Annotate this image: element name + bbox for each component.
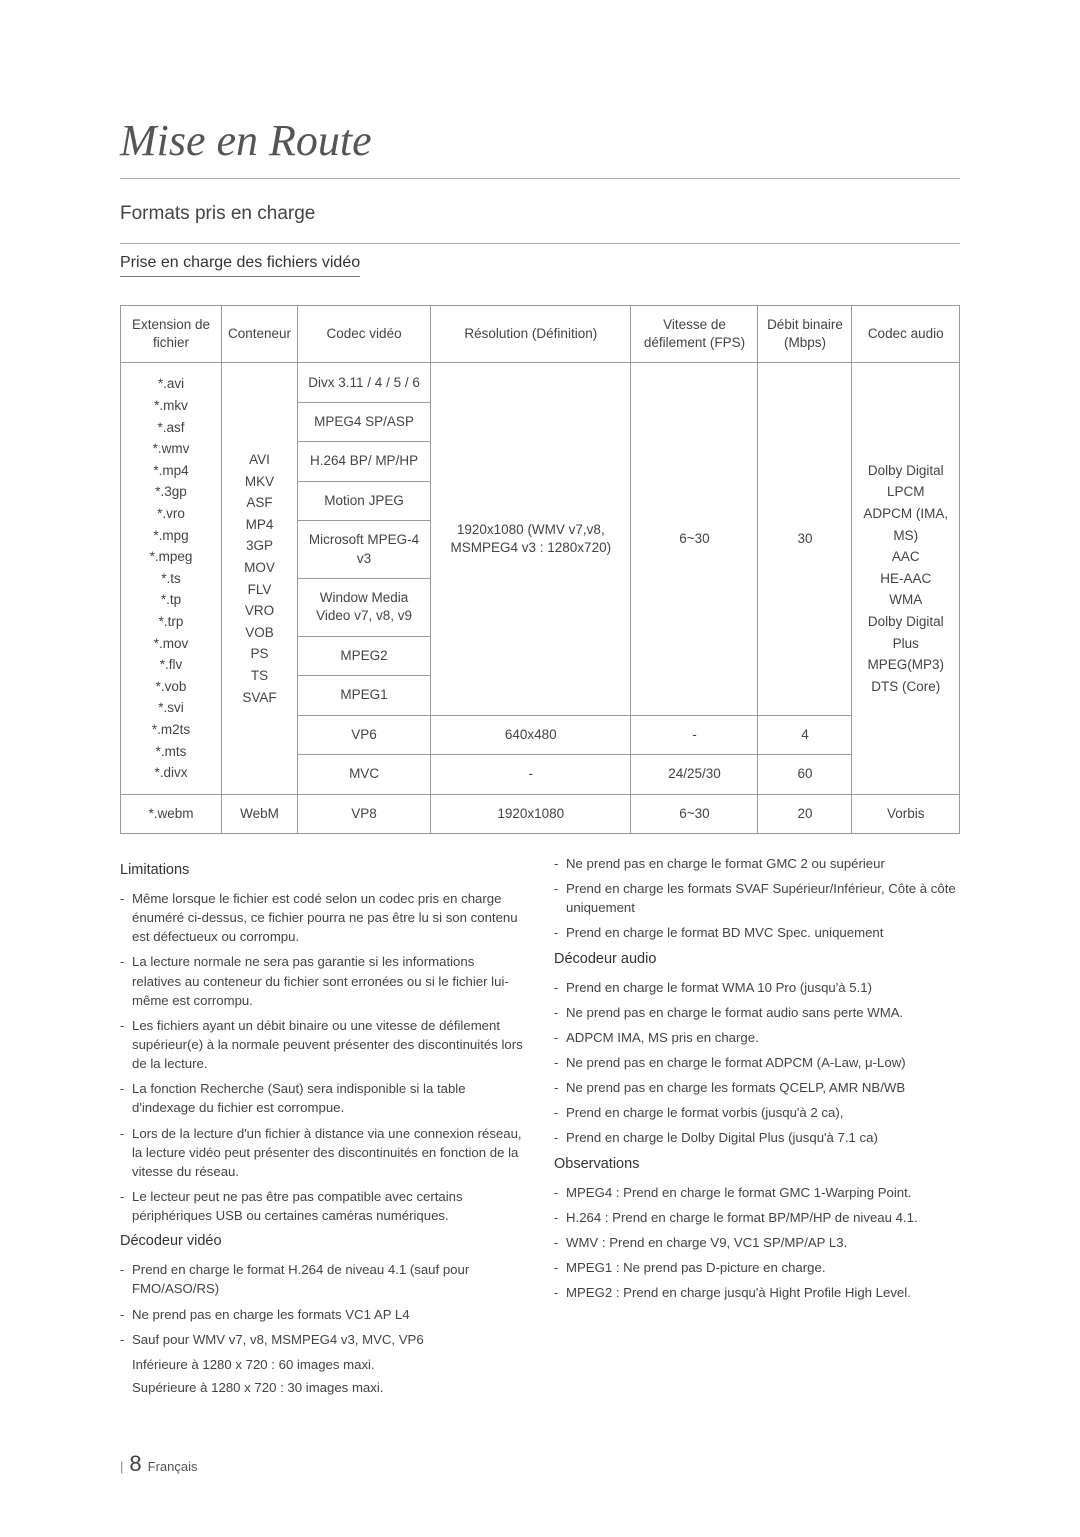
subline: Inférieure à 1280 x 720 : 60 images maxi…	[120, 1355, 526, 1374]
list-item: MPEG4 : Prend en charge le format GMC 1-…	[554, 1183, 960, 1202]
list-item: Ne prend pas en charge le format audio s…	[554, 1003, 960, 1022]
cell-vcodec: H.264 BP/ MP/HP	[298, 442, 431, 481]
page-number: 8	[129, 1451, 141, 1477]
title-divider	[120, 178, 960, 179]
th-res: Résolution (Définition)	[431, 306, 631, 363]
cell-container-webm: WebM	[221, 794, 297, 833]
list-item: Prend en charge le format vorbis (jusqu'…	[554, 1103, 960, 1122]
list-item: Même lorsque le fichier est codé selon u…	[120, 889, 526, 946]
cell-vcodec: Microsoft MPEG-4 v3	[298, 521, 431, 579]
cell-res-mvc: -	[431, 755, 631, 795]
cell-vcodec: MPEG1	[298, 676, 431, 715]
cell-vcodec: VP6	[298, 715, 431, 754]
cell-bitrate-vp6: 4	[758, 715, 852, 754]
cell-fps-vp6: -	[631, 715, 758, 754]
video-formats-table: Extension de fichier Conteneur Codec vid…	[120, 305, 960, 834]
th-fps: Vitesse de défilement (FPS)	[631, 306, 758, 363]
th-vcodec: Codec vidéo	[298, 306, 431, 363]
list-item: Ne prend pas en charge le format GMC 2 o…	[554, 854, 960, 873]
cell-res-main: 1920x1080 (WMV v7,v8, MSMPEG4 v3 : 1280x…	[431, 363, 631, 715]
video-decoder-cont-list: Ne prend pas en charge le format GMC 2 o…	[554, 854, 960, 943]
page-footer: | 8 Français	[120, 1451, 960, 1477]
table-row: *.avi*.mkv*.asf*.wmv*.mp4*.3gp*.vro*.mpg…	[121, 363, 960, 402]
subline: Supérieure à 1280 x 720 : 30 images maxi…	[120, 1378, 526, 1397]
audio-decoder-heading: Décodeur audio	[554, 949, 960, 970]
list-item: Lors de la lecture d'un fichier à distan…	[120, 1124, 526, 1181]
list-item: Prend en charge les formats SVAF Supérie…	[554, 879, 960, 917]
list-item: Prend en charge le format H.264 de nivea…	[120, 1260, 526, 1298]
list-item: Le lecteur peut ne pas être pas compatib…	[120, 1187, 526, 1225]
cell-container-main: AVIMKVASFMP43GPMOVFLVVROVOBPSTSSVAF	[221, 363, 297, 794]
list-item: WMV : Prend en charge V9, VC1 SP/MP/AP L…	[554, 1233, 960, 1252]
cell-vcodec: MPEG2	[298, 636, 431, 675]
footer-lang: Français	[148, 1459, 198, 1474]
list-item: La fonction Recherche (Saut) sera indisp…	[120, 1079, 526, 1117]
subtitle-divider	[120, 243, 960, 244]
audio-decoder-list: Prend en charge le format WMA 10 Pro (ju…	[554, 978, 960, 1148]
list-item: Sauf pour WMV v7, v8, MSMPEG4 v3, MVC, V…	[120, 1330, 526, 1349]
limitations-heading: Limitations	[120, 860, 526, 881]
cell-ext-webm: *.webm	[121, 794, 222, 833]
section-subtitle: Formats pris en charge	[120, 203, 960, 225]
table-row: *.webm WebM VP8 1920x1080 6~30 20 Vorbis	[121, 794, 960, 833]
list-item: Les fichiers ayant un débit binaire ou u…	[120, 1016, 526, 1073]
footer-bar: |	[120, 1459, 123, 1474]
cell-vcodec: Motion JPEG	[298, 481, 431, 520]
notes-columns: Limitations Même lorsque le fichier est …	[120, 854, 960, 1401]
list-item: Prend en charge le format WMA 10 Pro (ju…	[554, 978, 960, 997]
cell-fps-vp8: 6~30	[631, 794, 758, 833]
observations-list: MPEG4 : Prend en charge le format GMC 1-…	[554, 1183, 960, 1303]
list-item: H.264 : Prend en charge le format BP/MP/…	[554, 1208, 960, 1227]
right-column: Ne prend pas en charge le format GMC 2 o…	[554, 854, 960, 1401]
cell-fps-main: 6~30	[631, 363, 758, 715]
cell-acodec-main: Dolby DigitalLPCMADPCM (IMA, MS)AACHE-AA…	[852, 363, 960, 794]
list-item: Ne prend pas en charge les formats QCELP…	[554, 1078, 960, 1097]
cell-vcodec: Divx 3.11 / 4 / 5 / 6	[298, 363, 431, 402]
cell-acodec-vp8: Vorbis	[852, 794, 960, 833]
th-container: Conteneur	[221, 306, 297, 363]
cell-res-vp6: 640x480	[431, 715, 631, 754]
video-decoder-list: Prend en charge le format H.264 de nivea…	[120, 1260, 526, 1349]
th-ext: Extension de fichier	[121, 306, 222, 363]
section-heading: Prise en charge des fichiers vidéo	[120, 254, 360, 277]
limitations-list: Même lorsque le fichier est codé selon u…	[120, 889, 526, 1225]
cell-vcodec: Window Media Video v7, v8, v9	[298, 579, 431, 637]
left-column: Limitations Même lorsque le fichier est …	[120, 854, 526, 1401]
list-item: Ne prend pas en charge le format ADPCM (…	[554, 1053, 960, 1072]
list-item: MPEG2 : Prend en charge jusqu'à Hight Pr…	[554, 1283, 960, 1302]
list-item: Prend en charge le Dolby Digital Plus (j…	[554, 1128, 960, 1147]
list-item: Prend en charge le format BD MVC Spec. u…	[554, 923, 960, 942]
th-acodec: Codec audio	[852, 306, 960, 363]
observations-heading: Observations	[554, 1154, 960, 1175]
list-item: MPEG1 : Ne prend pas D-picture en charge…	[554, 1258, 960, 1277]
video-decoder-heading: Décodeur vidéo	[120, 1231, 526, 1252]
cell-fps-mvc: 24/25/30	[631, 755, 758, 795]
cell-vcodec: VP8	[298, 794, 431, 833]
list-item: Ne prend pas en charge les formats VC1 A…	[120, 1305, 526, 1324]
cell-bitrate-vp8: 20	[758, 794, 852, 833]
cell-vcodec: MPEG4 SP/ASP	[298, 402, 431, 441]
cell-bitrate-mvc: 60	[758, 755, 852, 795]
page-title: Mise en Route	[120, 115, 960, 166]
cell-ext-main: *.avi*.mkv*.asf*.wmv*.mp4*.3gp*.vro*.mpg…	[121, 363, 222, 794]
cell-res-vp8: 1920x1080	[431, 794, 631, 833]
table-header-row: Extension de fichier Conteneur Codec vid…	[121, 306, 960, 363]
cell-vcodec: MVC	[298, 755, 431, 795]
cell-bitrate-main: 30	[758, 363, 852, 715]
list-item: ADPCM IMA, MS pris en charge.	[554, 1028, 960, 1047]
th-bitrate: Débit binaire (Mbps)	[758, 306, 852, 363]
list-item: La lecture normale ne sera pas garantie …	[120, 952, 526, 1009]
